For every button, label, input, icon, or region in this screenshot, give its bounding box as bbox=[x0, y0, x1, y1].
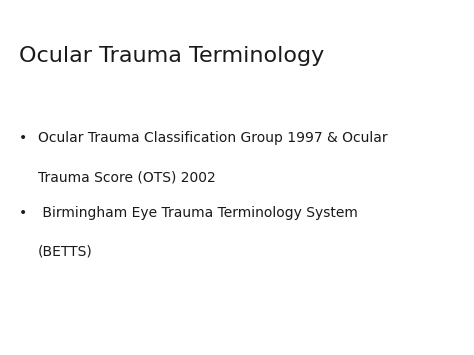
Text: Ocular Trauma Classification Group 1997 & Ocular: Ocular Trauma Classification Group 1997 … bbox=[38, 131, 388, 145]
Text: Birmingham Eye Trauma Terminology System: Birmingham Eye Trauma Terminology System bbox=[38, 206, 358, 220]
Text: Ocular Trauma Terminology: Ocular Trauma Terminology bbox=[19, 46, 324, 66]
Text: Trauma Score (OTS) 2002: Trauma Score (OTS) 2002 bbox=[38, 170, 216, 184]
Text: •: • bbox=[19, 206, 27, 220]
Text: (BETTS): (BETTS) bbox=[38, 245, 93, 259]
Text: •: • bbox=[19, 131, 27, 145]
